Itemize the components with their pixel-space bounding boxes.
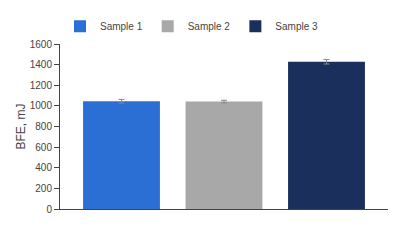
svg-text:1200: 1200 bbox=[30, 80, 53, 91]
svg-text:600: 600 bbox=[35, 142, 52, 153]
svg-text:800: 800 bbox=[35, 121, 52, 132]
svg-text:1400: 1400 bbox=[30, 59, 53, 70]
svg-text:200: 200 bbox=[35, 183, 52, 194]
svg-text:Sample 1: Sample 1 bbox=[100, 21, 143, 32]
svg-text:1600: 1600 bbox=[30, 39, 53, 50]
svg-text:Sample 2: Sample 2 bbox=[188, 21, 231, 32]
svg-text:Sample 3: Sample 3 bbox=[275, 21, 318, 32]
svg-text:1000: 1000 bbox=[30, 100, 53, 111]
svg-text:BFE, mJ: BFE, mJ bbox=[14, 103, 28, 149]
svg-text:0: 0 bbox=[46, 204, 52, 215]
svg-text:400: 400 bbox=[35, 162, 52, 173]
